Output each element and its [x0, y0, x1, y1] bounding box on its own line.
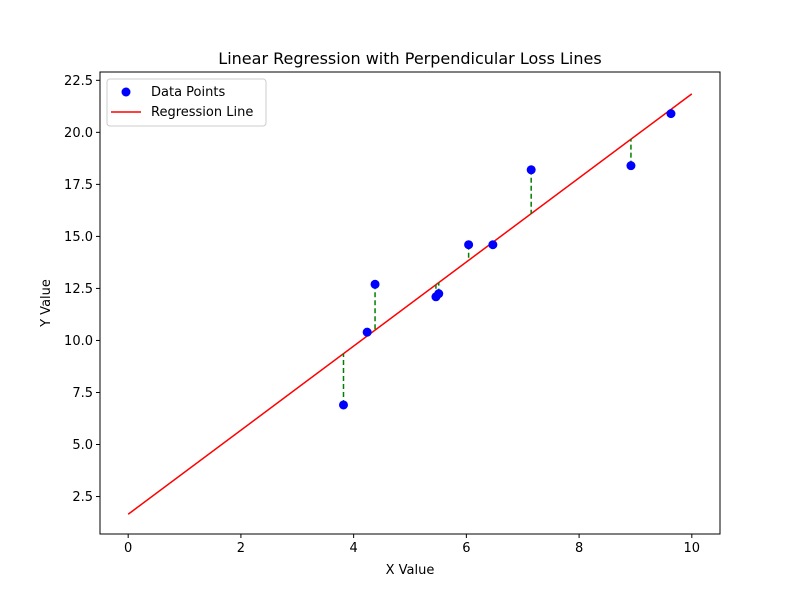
- y-tick-label: 5.0: [72, 438, 93, 453]
- legend-label-regression-line: Regression Line: [151, 105, 253, 120]
- chart-title: Linear Regression with Perpendicular Los…: [218, 49, 601, 68]
- y-tick-label: 17.5: [64, 178, 93, 193]
- y-tick-label: 10.0: [64, 334, 93, 349]
- x-tick-label: 4: [349, 541, 357, 556]
- data-point: [666, 109, 676, 119]
- x-tick-label: 2: [237, 541, 245, 556]
- data-point: [362, 327, 372, 337]
- x-axis: 0 2 4 6 8 10: [124, 534, 700, 556]
- plot-frame: [99, 71, 721, 535]
- y-tick-label: 15.0: [64, 230, 93, 245]
- x-tick-label: 0: [124, 541, 132, 556]
- data-point: [626, 161, 636, 171]
- y-tick-label: 20.0: [64, 126, 93, 141]
- plot-area: [127, 93, 693, 515]
- legend-frame: [106, 78, 267, 127]
- x-tick-label: 8: [575, 541, 583, 556]
- y-tick-label: 2.5: [72, 490, 93, 505]
- legend-scatter-marker: [121, 87, 131, 97]
- y-tick-label: 7.5: [72, 386, 93, 401]
- y-axis: 2.5 5.0 7.5 10.0 12.5 15.0 17.5 20.0 22.5: [64, 74, 100, 505]
- regression-line: [127, 93, 693, 515]
- legend: Data Points Regression Line: [106, 78, 267, 127]
- x-axis-label: X Value: [386, 563, 435, 578]
- data-point: [526, 165, 536, 175]
- data-point: [434, 289, 444, 299]
- data-point: [338, 400, 348, 410]
- data-point: [488, 240, 498, 250]
- legend-label-data-points: Data Points: [151, 85, 225, 100]
- y-tick-label: 22.5: [64, 74, 93, 89]
- data-point: [370, 279, 380, 289]
- x-tick-label: 10: [684, 541, 701, 556]
- x-tick-label: 6: [462, 541, 470, 556]
- y-axis-label: Y Value: [39, 279, 54, 328]
- data-point: [464, 240, 474, 250]
- y-tick-label: 12.5: [64, 282, 93, 297]
